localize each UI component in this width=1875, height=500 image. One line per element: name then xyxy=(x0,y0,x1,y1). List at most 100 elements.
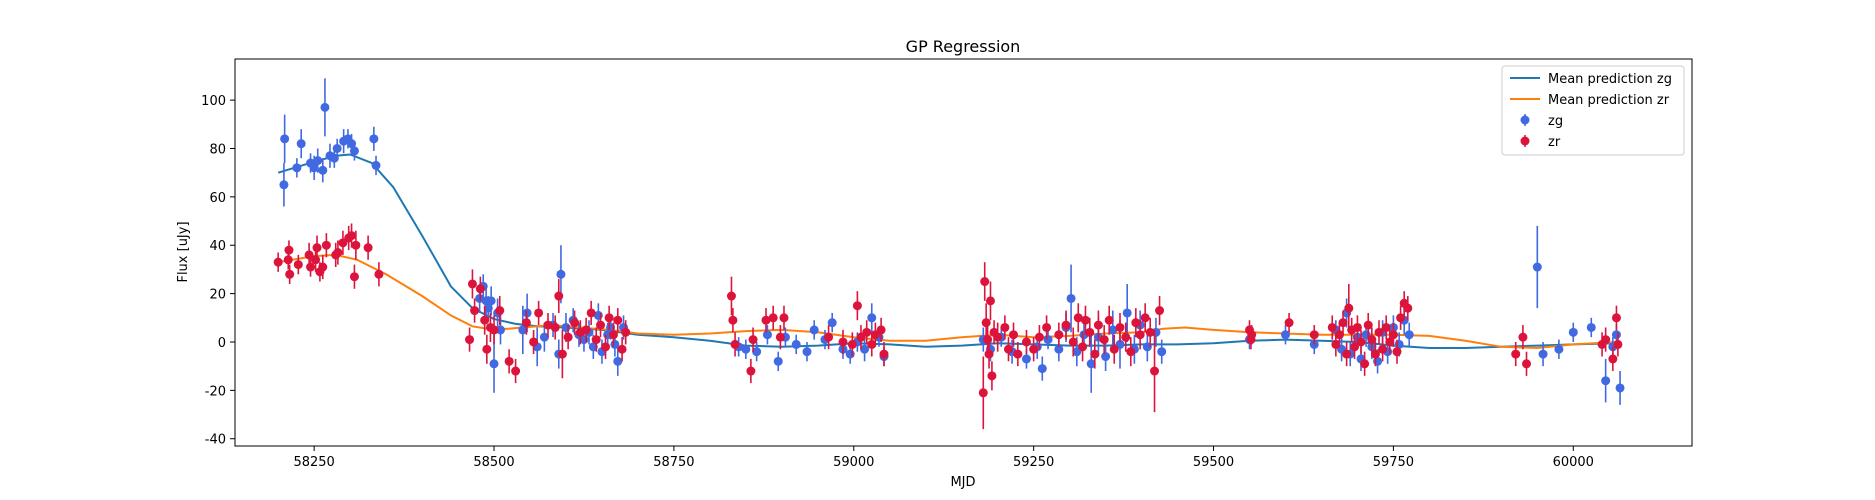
axes-frame xyxy=(234,58,1693,447)
data-point xyxy=(586,308,596,318)
data-point xyxy=(1586,322,1596,332)
data-point xyxy=(306,262,316,272)
data-point xyxy=(1086,359,1096,369)
data-point xyxy=(1131,318,1141,328)
series-zr xyxy=(273,223,1623,430)
data-point xyxy=(1608,354,1618,364)
data-point xyxy=(292,163,302,173)
data-point xyxy=(273,257,283,267)
data-point xyxy=(332,143,342,153)
data-point xyxy=(987,371,997,381)
data-point xyxy=(768,313,778,323)
data-point xyxy=(809,325,819,335)
data-point xyxy=(775,332,785,342)
data-point xyxy=(1003,344,1013,354)
data-point xyxy=(293,260,303,270)
data-point xyxy=(610,339,620,349)
data-point xyxy=(1122,308,1132,318)
data-point xyxy=(1381,322,1391,332)
data-point xyxy=(728,315,738,325)
data-point xyxy=(1613,339,1623,349)
data-point xyxy=(320,102,330,112)
data-point xyxy=(596,320,606,330)
data-point xyxy=(1360,359,1370,369)
data-point xyxy=(730,339,740,349)
data-point xyxy=(1342,349,1352,359)
data-point xyxy=(1532,262,1542,272)
data-point xyxy=(860,344,870,354)
data-point xyxy=(1126,347,1136,357)
data-point xyxy=(1378,344,1388,354)
legend-label: zr xyxy=(1548,135,1561,150)
y-tick-label: 100 xyxy=(201,94,226,109)
data-point xyxy=(1054,330,1064,340)
data-point xyxy=(867,339,877,349)
data-point xyxy=(1073,313,1083,323)
data-point xyxy=(1396,313,1406,323)
legend-marker-swatch xyxy=(1520,136,1530,146)
data-point xyxy=(470,306,480,316)
data-point xyxy=(304,250,314,260)
data-point xyxy=(1145,327,1155,337)
x-tick-label: 59250 xyxy=(1013,455,1054,470)
x-tick-label: 60000 xyxy=(1553,455,1594,470)
data-point xyxy=(1021,354,1031,364)
data-point xyxy=(1037,364,1047,374)
data-point xyxy=(495,306,505,316)
data-point xyxy=(581,325,591,335)
data-point xyxy=(1284,318,1294,328)
data-point xyxy=(1247,330,1257,340)
data-point xyxy=(746,366,756,376)
data-point xyxy=(521,318,531,328)
data-point xyxy=(984,349,994,359)
data-point xyxy=(748,335,758,345)
y-tick-label: -40 xyxy=(205,433,226,448)
data-point xyxy=(347,231,357,241)
data-point xyxy=(1403,303,1413,313)
data-point xyxy=(363,243,373,253)
data-point xyxy=(1054,344,1064,354)
data-point xyxy=(511,366,521,376)
x-tick-label: 59750 xyxy=(1373,455,1414,470)
x-tick-label: 59500 xyxy=(1193,455,1234,470)
data-point xyxy=(1404,330,1414,340)
data-point xyxy=(1280,330,1290,340)
data-point xyxy=(475,284,485,294)
data-point xyxy=(1374,327,1384,337)
data-point xyxy=(570,318,580,328)
y-tick-label: 60 xyxy=(209,191,226,206)
data-point xyxy=(981,318,991,328)
legend-label: zg xyxy=(1548,114,1563,129)
x-tick-label: 59000 xyxy=(833,455,874,470)
data-point xyxy=(1085,327,1095,337)
data-point xyxy=(1109,344,1119,354)
data-point xyxy=(1043,335,1053,345)
data-point xyxy=(313,156,323,166)
data-point xyxy=(838,337,848,347)
data-point xyxy=(1388,330,1398,340)
data-point xyxy=(556,269,566,279)
data-point xyxy=(285,269,295,279)
data-point xyxy=(1066,293,1076,303)
data-point xyxy=(554,291,564,301)
data-point xyxy=(761,315,771,325)
data-point xyxy=(550,322,560,332)
data-point xyxy=(978,388,988,398)
data-point xyxy=(1135,330,1145,340)
data-point xyxy=(1080,315,1090,325)
data-point xyxy=(1061,320,1071,330)
data-point xyxy=(1090,349,1100,359)
data-point xyxy=(1108,325,1118,335)
data-point xyxy=(371,160,381,170)
y-tick-label: 40 xyxy=(209,239,226,254)
y-tick-label: -20 xyxy=(205,384,226,399)
data-point xyxy=(1370,349,1380,359)
data-point xyxy=(1309,330,1319,340)
data-point xyxy=(791,339,801,349)
data-point xyxy=(726,291,736,301)
y-tick-label: 0 xyxy=(218,336,226,351)
data-point xyxy=(1522,359,1532,369)
chart-title: GP Regression xyxy=(906,37,1021,56)
data-points xyxy=(273,78,1625,430)
data-point xyxy=(1338,318,1348,328)
